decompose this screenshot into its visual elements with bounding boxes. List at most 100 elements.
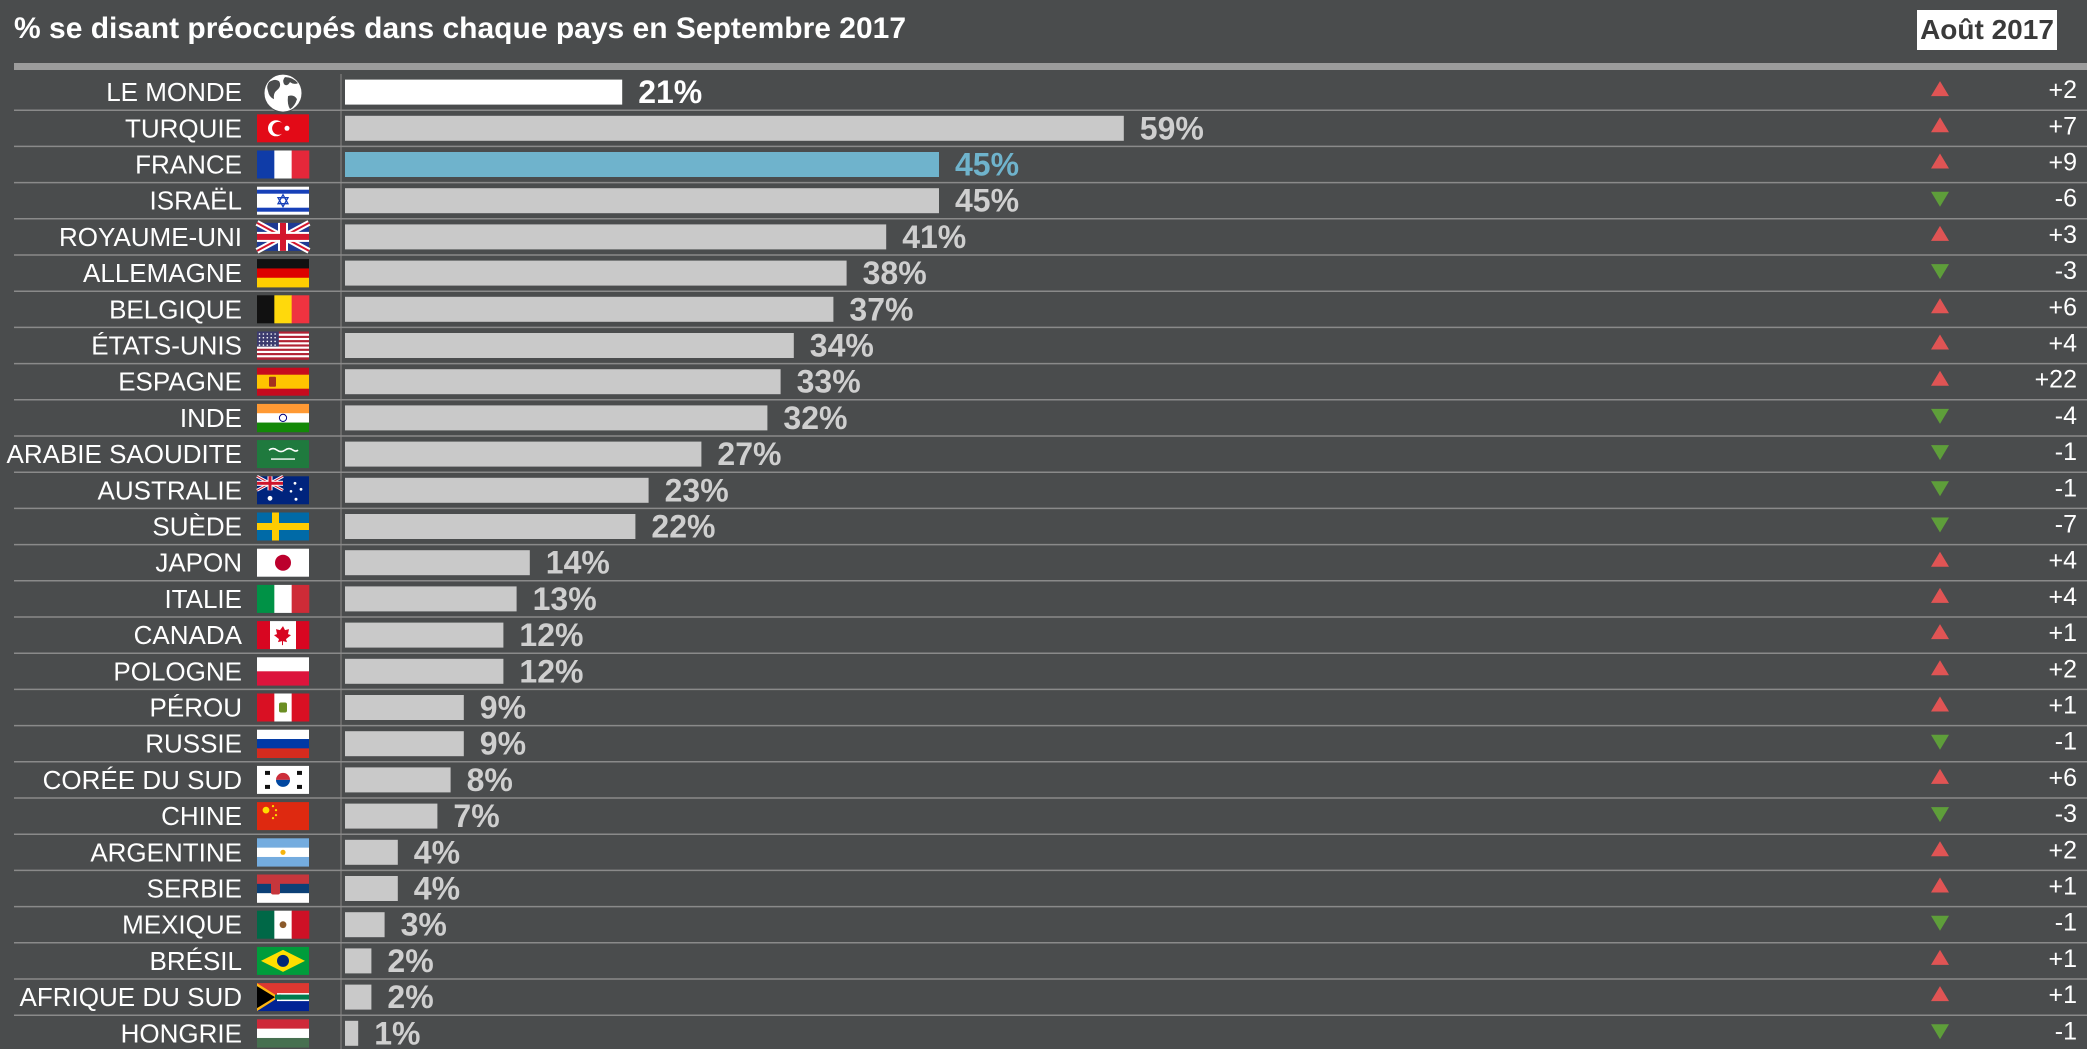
value-label: 59%: [1140, 110, 1204, 146]
flag-peru-icon: [257, 693, 310, 722]
change-value: +2: [2048, 76, 2077, 104]
change-value: +7: [2048, 112, 2077, 140]
change-value: +1: [2048, 981, 2077, 1009]
bar: [345, 79, 623, 105]
flag-belgium-icon: [257, 295, 310, 324]
bar: [345, 767, 451, 793]
header-divider: [14, 63, 2087, 70]
country-label: ITALIE: [164, 584, 242, 614]
flag-india-icon: [257, 403, 309, 433]
value-label: 27%: [717, 436, 781, 472]
change-value: -6: [2055, 185, 2077, 213]
flag-hungary-icon: [257, 1019, 309, 1048]
flag-saudi-arabia-icon: [257, 440, 309, 469]
value-label: 12%: [519, 617, 583, 653]
change-value: +1: [2048, 692, 2077, 720]
down-arrow-icon: [1931, 481, 1949, 497]
value-label: 37%: [849, 291, 913, 327]
flag-italy-icon: [257, 584, 310, 613]
down-arrow-icon: [1931, 915, 1949, 931]
change-value: +22: [2035, 366, 2077, 394]
value-label: 1%: [374, 1015, 420, 1049]
down-arrow-icon: [1931, 264, 1949, 280]
change-value: +6: [2048, 764, 2077, 792]
flag-australia-icon: [256, 474, 309, 505]
value-label: 2%: [387, 979, 433, 1015]
flag-china-icon: [257, 802, 309, 831]
comparison-month-badge: Août 2017: [1917, 10, 2057, 50]
country-label: PÉROU: [150, 693, 242, 723]
flag-brazil-icon: [257, 946, 309, 975]
flag-argentina-icon: [257, 838, 309, 867]
bar: [345, 948, 372, 974]
country-label: RUSSIE: [145, 729, 242, 759]
bar: [345, 876, 398, 901]
flag-turkey-icon: [257, 114, 309, 143]
change-value: +2: [2048, 836, 2077, 864]
up-arrow-icon: [1931, 370, 1949, 386]
bar: [345, 622, 504, 648]
country-label: ARABIE SAOUDITE: [7, 439, 243, 469]
change-value: +9: [2048, 149, 2077, 177]
bar: [345, 695, 464, 720]
bar: [345, 333, 794, 358]
bar: [345, 586, 517, 612]
flag-spain-icon: [257, 367, 309, 396]
chart-title: % se disant préoccupés dans chaque pays …: [14, 12, 907, 45]
down-arrow-icon: [1931, 734, 1949, 750]
value-label: 9%: [480, 690, 526, 726]
down-arrow-icon: [1931, 517, 1949, 533]
change-value: -1: [2055, 728, 2077, 756]
flag-poland-icon: [257, 657, 309, 686]
value-label: 38%: [863, 255, 927, 291]
value-label: 3%: [401, 907, 447, 943]
country-label: JAPON: [155, 548, 242, 578]
value-label: 33%: [797, 364, 861, 400]
country-label: INDE: [180, 403, 242, 433]
up-arrow-icon: [1931, 587, 1949, 603]
bar: [345, 550, 530, 576]
country-label: AFRIQUE DU SUD: [20, 982, 242, 1012]
up-arrow-icon: [1931, 334, 1949, 350]
change-value: +1: [2048, 619, 2077, 647]
change-value: -3: [2055, 800, 2077, 828]
change-value: -1: [2055, 1017, 2077, 1045]
up-arrow-icon: [1931, 986, 1949, 1002]
value-label: 45%: [955, 147, 1019, 183]
up-arrow-icon: [1931, 877, 1949, 893]
change-value: -3: [2055, 257, 2077, 285]
change-value: -1: [2055, 474, 2077, 502]
country-label: LE MONDE: [106, 77, 242, 107]
country-label: ÉTATS-UNIS: [91, 331, 242, 361]
bar: [345, 984, 372, 1010]
flag-canada-icon: [257, 621, 310, 650]
down-arrow-icon: [1931, 807, 1949, 823]
value-label: 22%: [651, 509, 715, 545]
change-value: +1: [2048, 945, 2077, 973]
change-value: -1: [2055, 438, 2077, 466]
bar: [345, 441, 702, 467]
bar: [345, 260, 847, 286]
bar: [345, 296, 834, 322]
bar: [345, 839, 398, 865]
bar: [345, 224, 887, 250]
value-label: 4%: [414, 834, 460, 870]
value-label: 23%: [665, 472, 729, 508]
up-arrow-icon: [1931, 81, 1949, 97]
value-label: 8%: [467, 762, 513, 798]
country-label: SUÈDE: [152, 512, 242, 542]
bar: [345, 803, 438, 829]
country-label: ESPAGNE: [118, 367, 242, 397]
bar: [345, 115, 1124, 141]
bar: [345, 188, 939, 214]
up-arrow-icon: [1931, 841, 1949, 857]
country-label: CHINE: [161, 801, 242, 831]
value-label: 14%: [546, 545, 610, 581]
value-label: 12%: [519, 653, 583, 689]
change-value: +2: [2048, 655, 2077, 683]
country-label: HONGRIE: [121, 1018, 242, 1048]
flag-israel-icon: [257, 186, 309, 215]
country-label: BELGIQUE: [109, 294, 242, 324]
up-arrow-icon: [1931, 768, 1949, 784]
